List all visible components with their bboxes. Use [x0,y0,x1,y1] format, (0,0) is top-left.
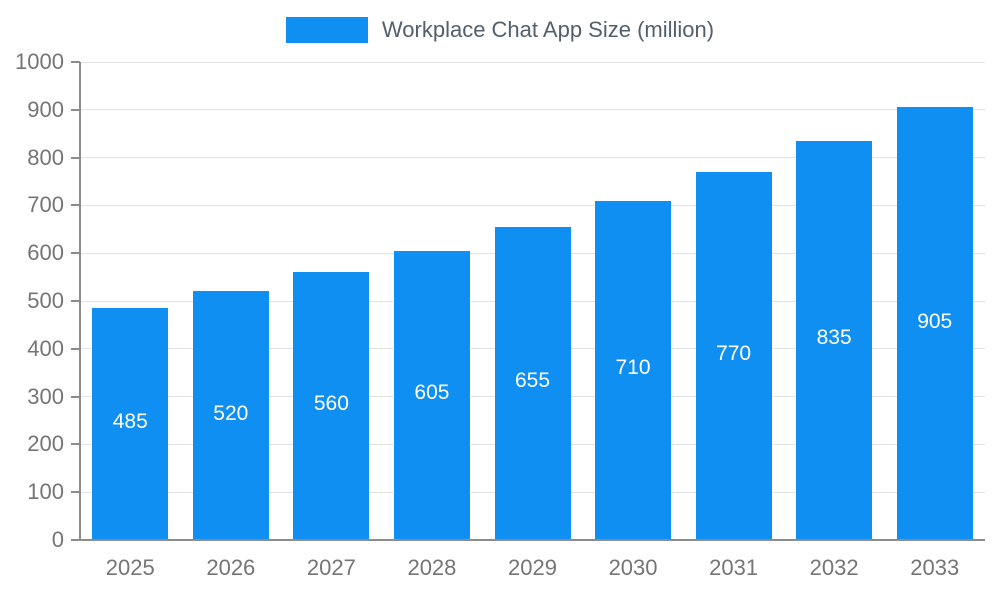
y-axis-tick [71,347,80,350]
bar-value-label: 520 [213,401,249,425]
bar [393,250,470,539]
bar [896,107,973,539]
y-axis-label: 1000 [15,49,64,74]
bar-value-label: 835 [816,326,852,350]
x-axis-label: 2033 [910,555,960,580]
y-axis-label: 400 [27,335,64,361]
bar [695,171,772,539]
bar-value-label: 605 [414,381,450,405]
bar [293,272,370,539]
bar-value-label: 710 [615,356,651,380]
y-axis-label: 600 [27,240,64,266]
x-axis-label: 2025 [105,555,155,580]
y-axis-tick [71,395,80,398]
legend-swatch [285,17,368,43]
y-axis-line [79,62,81,540]
bar [494,226,571,539]
x-axis-label: 2026 [206,555,256,580]
x-axis-label: 2032 [809,555,859,580]
gridline [80,157,985,159]
x-axis-line [71,539,985,541]
x-axis-label: 2031 [709,555,759,580]
bar-value-label: 905 [917,309,953,333]
y-axis-tick [71,443,80,446]
y-axis-label: 100 [27,479,64,505]
chart-title: Workplace Chat App Size (million) [381,17,715,42]
y-axis-tick [71,156,80,159]
bar-value-label: 655 [514,369,551,393]
y-axis-tick [71,491,80,494]
bar [595,200,672,539]
bar-value-label: 770 [716,341,752,365]
gridline [80,61,985,63]
y-axis-tick [71,204,80,207]
bar [796,140,873,539]
y-axis-label: 900 [27,96,64,122]
bar [192,291,269,539]
y-axis-tick [71,252,80,255]
y-axis-label: 700 [27,192,64,218]
bar [92,308,169,539]
y-axis-label: 300 [27,383,64,409]
gridline [80,109,985,111]
y-axis-tick [71,300,80,302]
y-axis-label: 200 [27,431,64,457]
x-axis-label: 2029 [508,555,557,580]
x-axis-label: 2027 [306,555,356,580]
bar-value-label: 560 [313,392,349,416]
chart-legend: Workplace Chat App Size (million) [0,17,1000,43]
y-axis-tick [71,61,80,63]
x-axis-label: 2030 [608,555,658,580]
y-axis-label: 800 [27,144,64,170]
x-axis-label: 2028 [407,555,457,580]
y-axis-label: 0 [51,527,64,552]
y-axis-tick [71,108,80,111]
y-axis-label: 500 [27,288,64,313]
gridline [80,204,985,206]
bar-value-label: 485 [112,410,148,434]
